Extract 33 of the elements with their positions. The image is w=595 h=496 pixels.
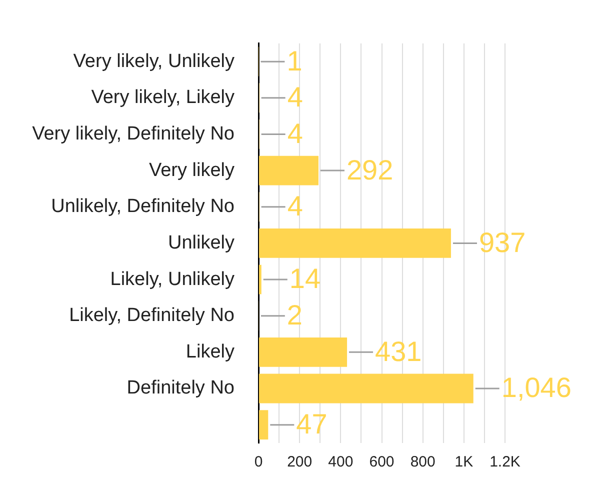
data-label: 14 (289, 263, 321, 294)
y-tick-label: Unlikely, Definitely No (51, 196, 234, 218)
data-label: 937 (478, 226, 526, 258)
x-tick-label: 1K (454, 454, 474, 471)
data-label: 47 (296, 408, 328, 440)
bar (259, 337, 348, 367)
bar (259, 410, 268, 440)
y-tick-label: Unlikely (168, 232, 235, 254)
bar (259, 228, 451, 258)
x-tick-label: 1.2K (490, 454, 520, 471)
data-label: 1 (286, 45, 302, 76)
data-label: 431 (375, 336, 422, 367)
data-label: 4 (287, 82, 303, 113)
data-label: 292 (346, 154, 394, 186)
bar (259, 156, 318, 186)
y-tick-label: Very likely, Likely (91, 87, 235, 108)
y-tick-label: Likely, Unlikely (110, 268, 235, 290)
y-tick-label: Likely (186, 341, 235, 362)
y-tick-label: Very likely (148, 160, 235, 181)
data-label: 2 (286, 300, 302, 331)
x-tick-label: 0 (254, 454, 263, 471)
y-tick-label: Very likely, Unlikely (73, 50, 235, 72)
x-tick-label: 600 (369, 454, 394, 471)
data-label: 4 (287, 190, 303, 222)
data-label: 1,046 (501, 372, 572, 404)
x-tick-label: 400 (328, 454, 354, 471)
y-tick-label: Likely, Definitely No (69, 305, 234, 326)
y-tick-label: Very likely, Definitely No (32, 123, 234, 144)
bar (259, 374, 474, 404)
y-tick-label: Definitely No (126, 378, 234, 399)
x-tick-label: 800 (410, 454, 436, 471)
data-label: 4 (287, 118, 303, 149)
x-tick-label: 200 (287, 454, 312, 471)
